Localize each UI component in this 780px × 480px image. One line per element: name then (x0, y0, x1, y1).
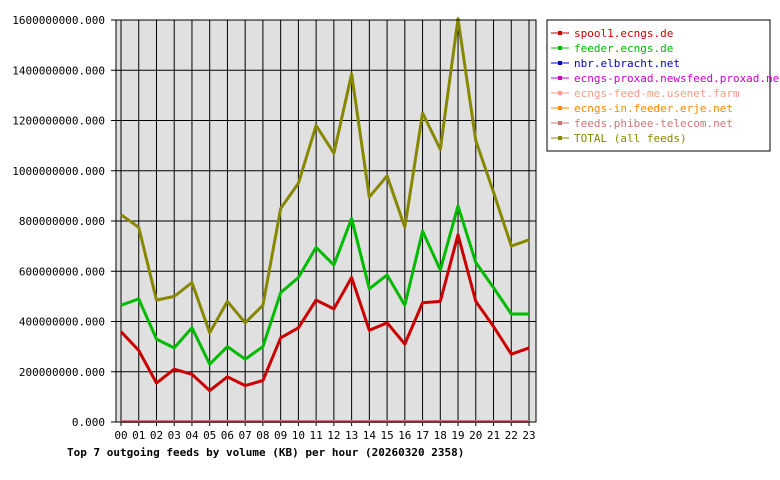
x-tick-label: 00 (114, 429, 127, 442)
x-tick-label: 05 (203, 429, 216, 442)
x-tick-label: 13 (345, 429, 358, 442)
x-tick-label: 07 (239, 429, 252, 442)
x-tick-label: 23 (522, 429, 535, 442)
legend-marker (558, 106, 562, 110)
x-tick-label: 06 (221, 429, 234, 442)
x-axis-ticks: 00 01 02 03 04 05 06 07 08 09 10 11 12 13 14 15 16 17 18 19… (114, 422, 536, 442)
x-tick-label: 16 (398, 429, 411, 442)
legend-box (546, 19, 771, 152)
x-tick-label: 01 (132, 429, 145, 442)
x-tick-label: 18 (434, 429, 447, 442)
series-line-7 (120, 17, 530, 335)
x-tick-label: 17 (416, 429, 429, 442)
legend-marker (558, 136, 562, 140)
y-tick-label: 600000000.000 (19, 265, 105, 278)
legend-entry: TOTAL (all feeds) (574, 132, 687, 145)
legend-entry: nbr.elbracht.net (574, 57, 680, 70)
x-tick-label: 10 (292, 429, 305, 442)
series-line-1 (120, 204, 529, 366)
legend-marker (558, 76, 562, 80)
x-tick-label: 14 (363, 429, 377, 442)
legend-marker (558, 31, 562, 35)
legend-entry: ecngs-in.feeder.erje.net (574, 102, 733, 115)
y-tick-label: 400000000.000 (19, 316, 105, 329)
legend-marker (558, 46, 562, 50)
y-tick-label: 200000000.000 (19, 366, 105, 379)
legend-entry: feeder.ecngs.de (574, 42, 673, 55)
x-tick-label: 12 (327, 429, 340, 442)
legend-marker (558, 121, 562, 125)
series-line-0 (119, 233, 530, 393)
y-tick-label: 800000000.000 (19, 215, 105, 228)
legend-marker (558, 61, 562, 65)
legend-entry: ecngs-feed-me.usenet.farm (574, 87, 740, 100)
x-tick-label: 22 (505, 429, 518, 442)
legend-entry: ecngs-proxad.newsfeed.proxad.net (574, 72, 780, 85)
x-tick-label: 15 (380, 429, 393, 442)
legend-entry: feeds.phibee-telecom.net (574, 117, 733, 130)
x-tick-label: 02 (150, 429, 163, 442)
x-tick-label: 19 (451, 429, 464, 442)
x-tick-label: 09 (274, 429, 287, 442)
x-tick-label: 03 (168, 429, 181, 442)
x-tick-label: 20 (469, 429, 482, 442)
y-axis-ticks: 0.000 200000000.000 400000000.000 600000000… (12, 14, 116, 429)
y-tick-label: 0.000 (72, 416, 105, 429)
y-tick-label: 1200000000.000 (12, 115, 105, 128)
x-tick-label: 04 (185, 429, 199, 442)
legend: spool1.ecngs.de feeder.ecngs.de nbr.elbrac… (546, 19, 780, 152)
y-tick-label: 1000000000.000 (12, 165, 105, 178)
plot-frame (115, 19, 537, 423)
y-tick-label: 1400000000.000 (12, 64, 105, 77)
x-tick-label: 21 (487, 429, 500, 442)
x-tick-label: 11 (310, 429, 323, 442)
chart-title: Top 7 outgoing feeds by volume (KB) per … (67, 446, 464, 459)
legend-marker (558, 91, 562, 95)
x-tick-label: 08 (256, 429, 269, 442)
y-tick-label: 1600000000.000 (12, 14, 105, 27)
legend-entry: spool1.ecngs.de (574, 27, 673, 40)
